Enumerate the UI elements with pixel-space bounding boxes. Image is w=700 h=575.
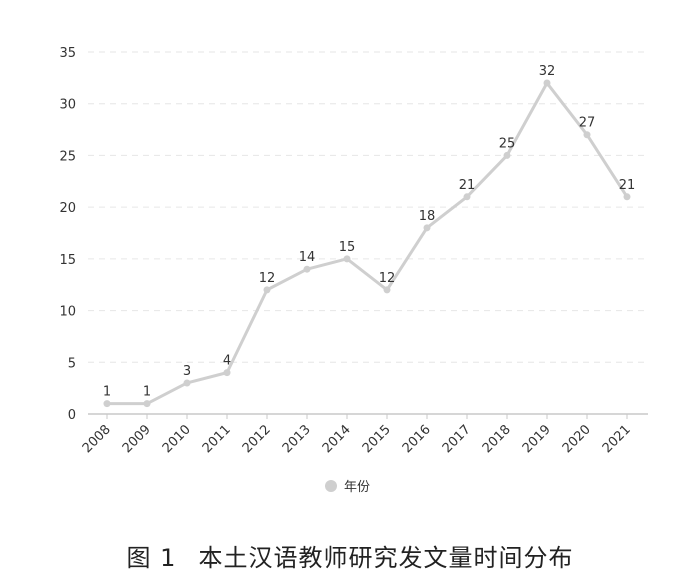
data-label: 15 bbox=[339, 240, 356, 255]
x-tick-label: 2016 bbox=[400, 422, 434, 456]
y-tick-label: 20 bbox=[59, 201, 76, 216]
x-tick-label: 2013 bbox=[280, 422, 314, 456]
x-axis-tick-labels: 2008 2009 2010 2011 2012 2013 2014 2015 2016 2017… bbox=[80, 414, 634, 456]
data-point[interactable] bbox=[263, 286, 271, 294]
x-tick-label: 2009 bbox=[120, 422, 154, 456]
data-point[interactable] bbox=[383, 286, 391, 294]
data-point[interactable] bbox=[463, 193, 471, 201]
data-label: 12 bbox=[259, 271, 276, 286]
x-tick-label: 2008 bbox=[80, 422, 114, 456]
data-point[interactable] bbox=[423, 224, 431, 232]
data-point[interactable] bbox=[343, 255, 351, 263]
x-tick-label: 2020 bbox=[560, 422, 594, 456]
data-point[interactable] bbox=[583, 131, 591, 139]
data-label: 1 bbox=[103, 385, 111, 400]
legend-label: 年份 bbox=[344, 480, 370, 495]
figure-title: 本土汉语教师研究发文量时间分布 bbox=[198, 544, 574, 572]
data-point[interactable] bbox=[543, 79, 551, 87]
data-point[interactable] bbox=[623, 193, 631, 201]
data-labels: 1 1 3 4 12 14 15 12 18 21 25 32 27 21 bbox=[103, 64, 635, 400]
data-label: 4 bbox=[223, 354, 231, 369]
data-label: 12 bbox=[379, 271, 396, 286]
x-tick-label: 2012 bbox=[240, 422, 274, 456]
x-tick-label: 2018 bbox=[480, 422, 514, 456]
y-tick-label: 10 bbox=[59, 305, 76, 320]
y-axis-tick-labels: 0 5 10 15 20 25 30 35 bbox=[59, 46, 76, 423]
y-tick-label: 30 bbox=[59, 98, 76, 113]
data-label: 25 bbox=[499, 136, 516, 151]
data-point[interactable] bbox=[303, 265, 311, 273]
data-point[interactable] bbox=[223, 369, 231, 377]
x-tick-label: 2017 bbox=[440, 422, 474, 456]
data-label: 1 bbox=[143, 385, 151, 400]
data-label: 3 bbox=[183, 364, 191, 379]
y-tick-label: 0 bbox=[68, 408, 76, 423]
y-tick-label: 25 bbox=[59, 149, 76, 164]
data-points bbox=[103, 79, 631, 408]
data-label: 27 bbox=[579, 116, 596, 131]
grid-lines bbox=[88, 51, 648, 363]
y-tick-label: 35 bbox=[59, 46, 76, 61]
data-point[interactable] bbox=[183, 379, 191, 387]
y-tick-label: 5 bbox=[68, 356, 76, 371]
data-label: 21 bbox=[619, 178, 636, 193]
data-label: 14 bbox=[299, 250, 316, 265]
data-point[interactable] bbox=[503, 151, 511, 159]
data-label: 32 bbox=[539, 64, 556, 79]
data-point[interactable] bbox=[103, 400, 111, 408]
figure-caption: 图 1 本土汉语教师研究发文量时间分布 bbox=[0, 538, 700, 573]
x-tick-label: 2021 bbox=[600, 422, 634, 456]
x-tick-label: 2015 bbox=[360, 422, 394, 456]
x-tick-label: 2019 bbox=[520, 422, 554, 456]
x-tick-label: 2010 bbox=[160, 422, 194, 456]
y-tick-label: 15 bbox=[59, 253, 76, 268]
legend[interactable]: 年份 bbox=[325, 480, 370, 495]
series-line bbox=[107, 81, 629, 406]
figure-number: 图 1 bbox=[126, 544, 177, 572]
data-label: 18 bbox=[419, 209, 436, 224]
x-tick-label: 2011 bbox=[200, 422, 234, 456]
x-tick-label: 2014 bbox=[320, 422, 354, 456]
data-point[interactable] bbox=[143, 400, 151, 408]
legend-marker bbox=[325, 480, 337, 492]
data-label: 21 bbox=[459, 178, 476, 193]
